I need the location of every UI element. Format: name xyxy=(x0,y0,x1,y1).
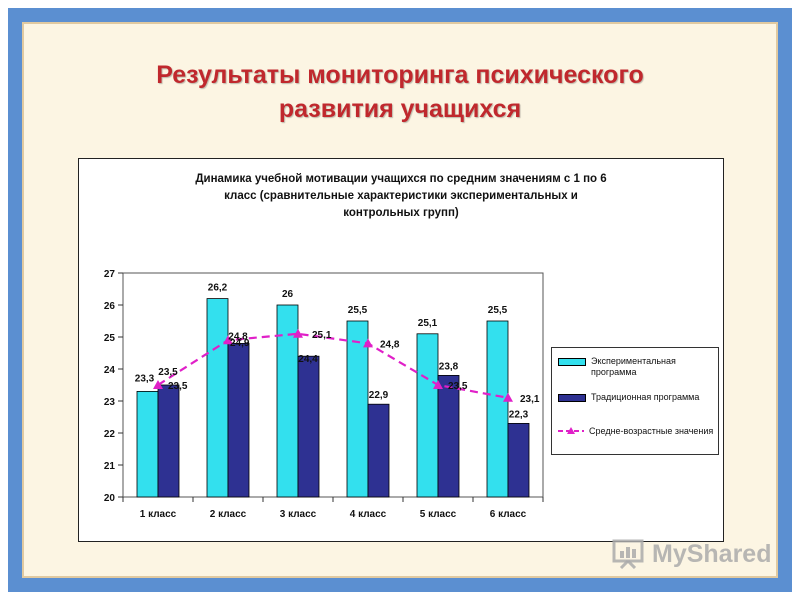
plot-area xyxy=(122,272,544,498)
data-label-traditional: 22,9 xyxy=(369,390,389,401)
data-label-average: 25,1 xyxy=(312,330,332,341)
data-label-average: 23,5 xyxy=(448,381,468,392)
bar-traditional xyxy=(437,374,460,498)
marker-average xyxy=(363,338,373,348)
bar-traditional xyxy=(297,355,320,498)
marker-average xyxy=(153,380,163,389)
bar-traditional xyxy=(507,422,530,498)
bar-traditional xyxy=(367,403,390,498)
legend-item-experimental: Экспериментальная программа xyxy=(558,356,721,378)
data-label-traditional: 24,4 xyxy=(298,354,318,365)
legend-item-average: Средне-возрастные значения xyxy=(558,426,719,437)
legend-swatch-experimental xyxy=(558,358,586,366)
x-tick-label: 1 класс xyxy=(140,509,177,520)
x-tick-label: 4 класс xyxy=(350,509,387,520)
data-label-traditional: 23,8 xyxy=(439,361,459,372)
bar-experimental xyxy=(206,298,229,498)
legend-item-traditional: Традиционная программа xyxy=(558,392,721,403)
marker-average xyxy=(223,335,233,345)
x-tick-label: 3 класс xyxy=(280,509,317,520)
data-label-average: 24,8 xyxy=(380,339,400,350)
bar-experimental xyxy=(486,320,509,498)
data-label-experimental: 26 xyxy=(282,289,294,300)
bar-experimental xyxy=(136,390,159,498)
data-label-experimental: 26,2 xyxy=(208,283,228,294)
y-tick-label: 27 xyxy=(104,269,116,280)
data-label-average: 23,1 xyxy=(520,394,540,405)
chart-container: Динамика учебной мотивации учащихся по с… xyxy=(78,158,724,542)
y-tick-label: 20 xyxy=(104,493,116,504)
bar-traditional xyxy=(157,384,180,498)
legend-line-average xyxy=(558,426,584,436)
presentation-icon xyxy=(612,539,644,569)
bar-traditional xyxy=(227,342,250,498)
chart-legend: Экспериментальная программа Традиционная… xyxy=(551,347,719,455)
x-tick-label: 5 класс xyxy=(420,509,457,520)
chart-plot: 20 21 22 23 24 25 26 27 1 класс 2 класс 3 класс 4 к… xyxy=(104,269,544,520)
line-average xyxy=(157,332,509,399)
data-label-average: 24,9 xyxy=(230,338,250,349)
y-tick-label: 21 xyxy=(104,461,116,472)
legend-label-experimental: Экспериментальная программа xyxy=(591,356,676,377)
marker-average xyxy=(503,392,513,402)
y-tick-label: 24 xyxy=(104,365,116,376)
y-tick-label: 22 xyxy=(104,429,116,440)
data-label-average: 23,5 xyxy=(168,381,188,392)
data-label-traditional: 24,8 xyxy=(228,331,248,342)
data-label-experimental: 25,5 xyxy=(488,305,508,316)
y-tick-label: 25 xyxy=(104,333,116,344)
marker-average xyxy=(433,380,443,389)
marker-average xyxy=(293,328,303,338)
x-tick-label: 6 класс xyxy=(490,509,527,520)
y-tick-label: 23 xyxy=(104,397,116,408)
watermark-text: MyShared xyxy=(652,539,772,568)
data-label-experimental: 25,5 xyxy=(348,305,368,316)
chart-title: Динамика учебной мотивации учащихся по с… xyxy=(195,173,607,219)
data-label-experimental: 25,1 xyxy=(418,318,438,329)
data-label-experimental: 23,3 xyxy=(135,373,155,384)
y-tick-label: 26 xyxy=(104,301,116,312)
legend-label-traditional: Традиционная программа xyxy=(591,392,700,402)
x-tick-label: 2 класс xyxy=(210,509,247,520)
slide-title: Результаты мониторинга психического разв… xyxy=(156,61,644,123)
watermark: MyShared xyxy=(612,536,771,572)
data-label-traditional: 23,5 xyxy=(158,367,178,378)
legend-swatch-traditional xyxy=(558,394,586,402)
data-label-traditional: 22,3 xyxy=(509,409,529,420)
legend-label-average: Средне-возрастные значения xyxy=(589,426,714,436)
bar-experimental xyxy=(416,333,439,498)
